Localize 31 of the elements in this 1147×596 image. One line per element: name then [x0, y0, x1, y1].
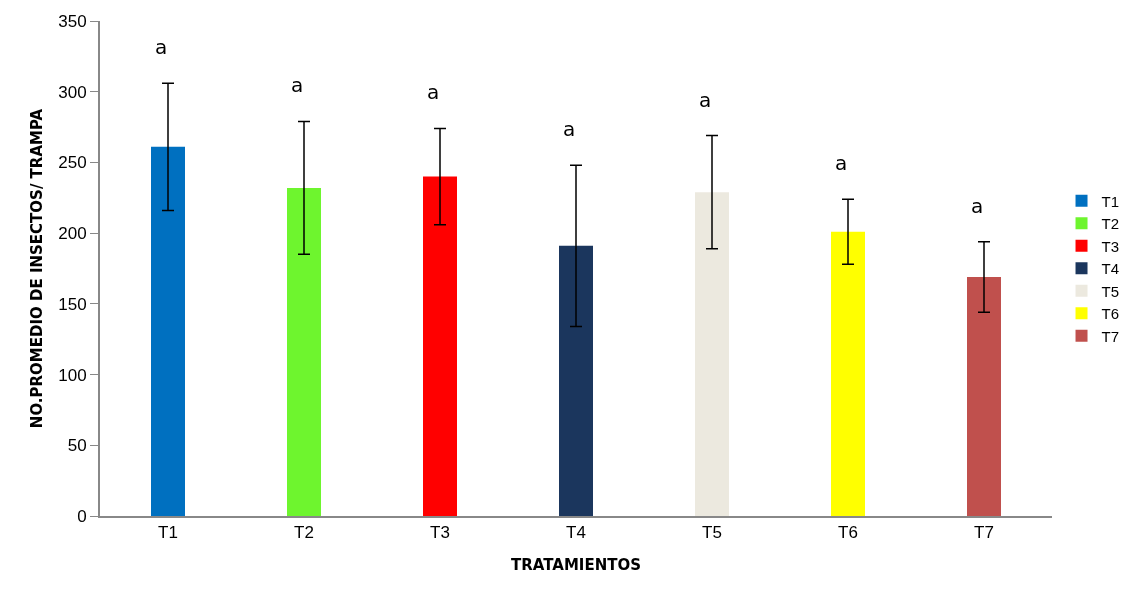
annotation: a	[291, 73, 304, 97]
y-tick-label: 350	[58, 11, 87, 31]
x-tick-label: T1	[158, 523, 178, 543]
legend-label: T7	[1101, 327, 1120, 345]
y-tick-label: 300	[58, 82, 87, 102]
x-tick-label: T5	[702, 523, 722, 543]
annotation: a	[563, 117, 576, 141]
x-tick-label: T2	[294, 523, 314, 543]
x-tick-label: T7	[974, 523, 994, 543]
legend-label: T2	[1101, 215, 1120, 233]
x-tick-label: T3	[430, 523, 450, 543]
annotation: a	[155, 35, 168, 59]
x-tick-label: T6	[838, 523, 858, 543]
y-tick-label: 150	[58, 294, 87, 314]
annotation: a	[427, 80, 440, 104]
x-tick-label: T4	[566, 523, 586, 543]
y-tick-label: 250	[58, 153, 87, 173]
y-tick-label: 0	[77, 506, 87, 526]
y-tick-label: 100	[58, 365, 87, 385]
legend-label: T6	[1101, 305, 1120, 323]
annotation: a	[971, 194, 984, 218]
y-tick-label: 200	[58, 224, 87, 244]
legend-label: T1	[1101, 192, 1120, 210]
legend-label: T5	[1101, 282, 1120, 300]
y-axis-title: NO.PROMEDIO DE INSECTOS/ TRAMPA	[27, 108, 46, 429]
legend-label: T4	[1101, 260, 1120, 278]
x-axis-title: TRATAMIENTOS	[511, 555, 641, 574]
legend-label: T3	[1101, 237, 1120, 255]
annotation: a	[699, 88, 712, 112]
annotation: a	[835, 151, 848, 175]
y-tick-label: 50	[67, 436, 87, 456]
